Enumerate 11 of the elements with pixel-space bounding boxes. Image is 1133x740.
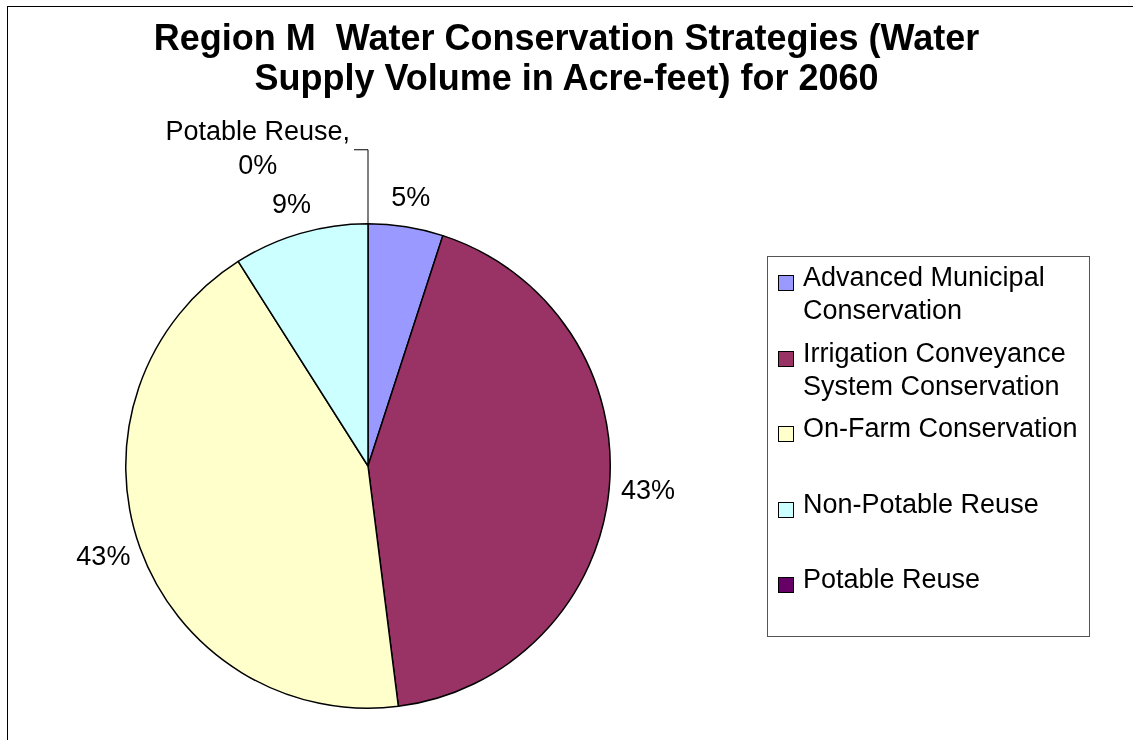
legend-label: Irrigation Conveyance System Conservation xyxy=(803,336,1067,403)
text: Potable Reuse, 0% xyxy=(165,116,350,181)
chart-title: Region M Water Conservation Strategies (Water Supply Volume in Acre-feet) for 2060 xyxy=(152,17,981,98)
data-label: 5% xyxy=(391,181,431,212)
data-label: 43% xyxy=(621,474,676,505)
data-label: 43% xyxy=(76,541,131,572)
legend-label: Advanced Municipal Conservation xyxy=(803,261,1046,327)
legend-label: Potable Reuse xyxy=(803,563,982,596)
data-label: 9% xyxy=(272,188,312,219)
legend-label: On-Farm Conservation xyxy=(803,412,1079,445)
legend-label: Non-Potable Reuse xyxy=(803,487,1040,521)
